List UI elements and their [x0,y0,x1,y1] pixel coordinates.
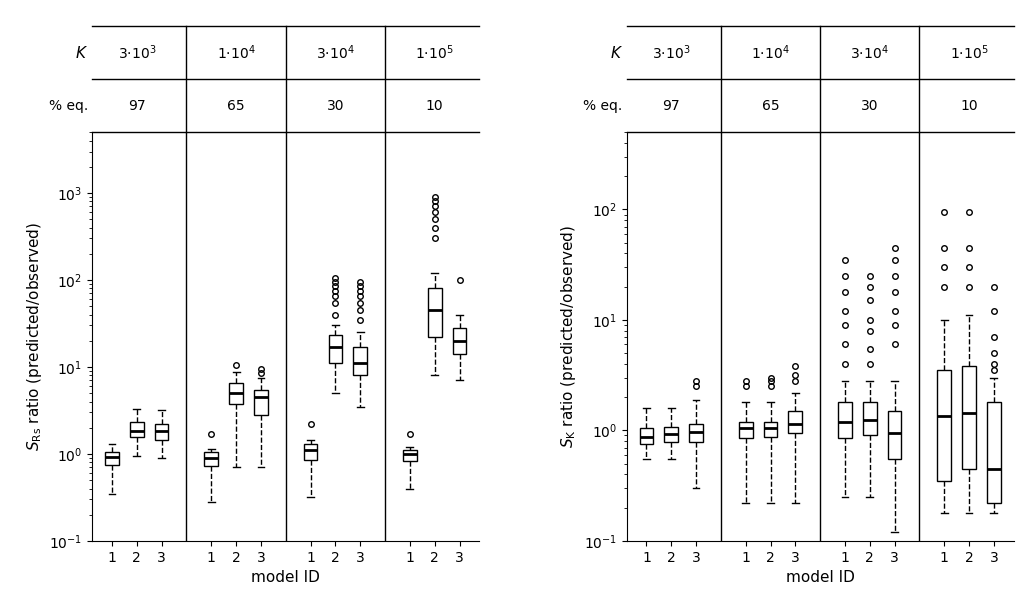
PathPatch shape [329,335,342,364]
PathPatch shape [428,288,441,337]
Text: $1{\cdot}10^5$: $1{\cdot}10^5$ [950,43,988,62]
PathPatch shape [689,424,702,442]
Text: $3{\cdot}10^3$: $3{\cdot}10^3$ [118,43,156,62]
Text: $1{\cdot}10^4$: $1{\cdot}10^4$ [752,43,790,62]
PathPatch shape [665,427,678,442]
PathPatch shape [304,444,317,460]
PathPatch shape [105,452,119,465]
Text: $K$: $K$ [609,44,623,61]
Text: $1{\cdot}10^4$: $1{\cdot}10^4$ [217,43,255,62]
Text: 10: 10 [426,99,443,112]
PathPatch shape [640,428,653,444]
PathPatch shape [838,402,852,438]
Text: $3{\cdot}10^3$: $3{\cdot}10^3$ [652,43,690,62]
Text: 97: 97 [128,99,145,112]
PathPatch shape [229,383,243,403]
Text: % eq.: % eq. [584,99,623,112]
PathPatch shape [254,389,268,415]
X-axis label: model ID: model ID [785,570,855,585]
Text: 65: 65 [227,99,245,112]
PathPatch shape [739,422,753,438]
PathPatch shape [155,424,169,440]
PathPatch shape [963,367,976,469]
Text: 10: 10 [961,99,978,112]
Text: 97: 97 [663,99,680,112]
PathPatch shape [888,411,901,459]
PathPatch shape [453,328,466,354]
Text: $K$: $K$ [76,44,88,61]
PathPatch shape [788,411,802,433]
PathPatch shape [403,450,417,462]
Y-axis label: $S_{\mathrm{Rs}}$ ratio (predicted/observed): $S_{\mathrm{Rs}}$ ratio (predicted/obser… [25,222,44,451]
PathPatch shape [937,370,951,481]
Text: 30: 30 [861,99,879,112]
X-axis label: model ID: model ID [251,570,321,585]
Text: $3{\cdot}10^4$: $3{\cdot}10^4$ [851,43,889,62]
Text: $1{\cdot}10^5$: $1{\cdot}10^5$ [416,43,454,62]
PathPatch shape [205,452,218,466]
Text: 30: 30 [327,99,344,112]
Y-axis label: $S_{\mathrm{K}}$ ratio (predicted/observed): $S_{\mathrm{K}}$ ratio (predicted/observ… [559,225,579,448]
PathPatch shape [764,422,777,436]
PathPatch shape [130,423,143,438]
Text: % eq.: % eq. [49,99,88,112]
PathPatch shape [353,347,367,376]
PathPatch shape [987,402,1000,503]
Text: 65: 65 [762,99,779,112]
PathPatch shape [863,402,877,436]
Text: $3{\cdot}10^4$: $3{\cdot}10^4$ [316,43,354,62]
